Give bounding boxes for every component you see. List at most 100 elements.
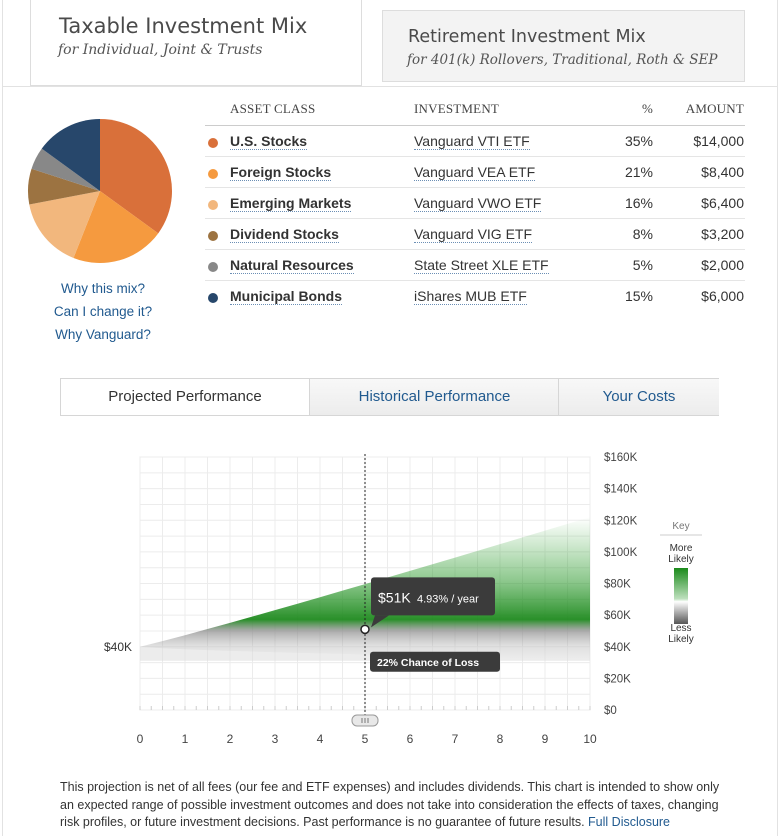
color-dot-natural-resources: [208, 262, 218, 272]
selected-point[interactable]: [360, 624, 370, 635]
tooltip-rate: 4.93% / year: [417, 593, 479, 605]
y-tick-label: $20K: [604, 673, 631, 685]
likelihood-key: Key More Likely Less Likely: [660, 521, 702, 645]
year-slider-handle[interactable]: [351, 714, 379, 727]
asset-class-us-stocks[interactable]: U.S. Stocks: [230, 133, 308, 150]
table-row: Municipal Bonds iShares MUB ETF 15% $6,0…: [205, 281, 745, 312]
percent-natural-resources: 5%: [632, 257, 653, 273]
pie-slice-us-stocks: [100, 119, 172, 234]
percent-municipal-bonds: 15%: [624, 288, 653, 304]
key-less-likely: Less: [670, 623, 691, 634]
asset-class-natural-resources[interactable]: Natural Resources: [230, 257, 354, 274]
tab-historical-performance[interactable]: Historical Performance: [309, 379, 559, 415]
pie-slice-emerging-markets: [29, 191, 101, 258]
color-dot-emerging-markets: [208, 200, 218, 210]
investment-xle[interactable]: State Street XLE ETF: [414, 257, 549, 274]
key-gradient-bar: [674, 568, 688, 624]
taxable-title: Taxable Investment Mix: [59, 14, 308, 38]
color-dot-foreign-stocks: [208, 169, 218, 179]
pie-slice-natural-resources: [31, 148, 101, 191]
tab-projected-performance[interactable]: Projected Performance: [61, 379, 309, 415]
x-tick-label: 3: [272, 732, 279, 746]
start-value-label: $40K: [104, 640, 132, 654]
header-percent: %: [641, 101, 653, 116]
key-more-likely-2: Likely: [668, 554, 694, 565]
amount-natural-resources: $2,000: [701, 257, 744, 273]
key-more-likely: More: [670, 543, 693, 554]
color-dot-us-stocks: [208, 138, 218, 148]
x-axis-ticks: 0 1 2 3 4 5 6 7 8 9 10: [137, 706, 597, 746]
pie-slice-foreign-stocks: [73, 191, 159, 263]
why-this-mix-link[interactable]: Why this mix?: [60, 281, 145, 296]
tooltip-value: $51K: [378, 589, 411, 605]
y-tick-label: $100K: [604, 547, 638, 559]
amount-foreign-stocks: $8,400: [701, 164, 744, 180]
y-tick-label: $60K: [604, 610, 631, 622]
pie-slice-municipal-bonds: [41, 119, 100, 191]
retirement-title: Retirement Investment Mix: [408, 27, 646, 47]
why-vanguard-link[interactable]: Why Vanguard?: [55, 327, 151, 342]
chance-of-loss-text: 22% Chance of Loss: [377, 657, 479, 669]
full-disclosure-link[interactable]: Full Disclosure: [588, 815, 671, 829]
asset-class-municipal-bonds[interactable]: Municipal Bonds: [230, 288, 342, 305]
amount-us-stocks: $14,000: [693, 133, 744, 149]
value-tooltip: $51K 4.93% / year: [371, 577, 495, 628]
investment-mub[interactable]: iShares MUB ETF: [414, 288, 527, 305]
retirement-subtitle: for 401(k) Rollovers, Traditional, Roth …: [407, 52, 718, 68]
table-row: Natural Resources State Street XLE ETF 5…: [205, 250, 745, 281]
y-tick-label: $120K: [604, 515, 638, 527]
x-tick-label: 5: [362, 732, 369, 746]
table-row: Emerging Markets Vanguard VWO ETF 16% $6…: [205, 188, 745, 219]
header-asset-class: ASSET CLASS: [230, 101, 316, 116]
asset-class-emerging-markets[interactable]: Emerging Markets: [230, 195, 352, 212]
y-tick-label: $80K: [604, 579, 631, 591]
x-tick-label: 8: [497, 732, 504, 746]
investment-vwo[interactable]: Vanguard VWO ETF: [414, 195, 542, 212]
header-divider-left: [2, 86, 364, 87]
performance-tabs: Projected Performance Historical Perform…: [60, 378, 719, 416]
header-amount: AMOUNT: [685, 101, 744, 116]
table-row: Foreign Stocks Vanguard VEA ETF 21% $8,4…: [205, 157, 745, 188]
projection-band: [140, 517, 590, 660]
percent-dividend-stocks: 8%: [632, 226, 653, 242]
tab-retirement-investment-mix[interactable]: Retirement Investment Mix for 401(k) Rol…: [382, 10, 745, 82]
chance-of-loss-badge: 22% Chance of Loss: [370, 651, 500, 672]
disclaimer: This projection is net of all fees (our …: [60, 779, 730, 832]
asset-class-foreign-stocks[interactable]: Foreign Stocks: [230, 164, 332, 181]
table-header-line: [205, 125, 745, 126]
x-tick-label: 6: [407, 732, 414, 746]
y-tick-label: $40K: [604, 642, 631, 654]
header-investment: INVESTMENT: [414, 101, 500, 116]
can-i-change-it-link[interactable]: Can I change it?: [53, 304, 153, 319]
taxable-subtitle: for Individual, Joint & Trusts: [58, 42, 263, 58]
y-tick-label: $140K: [604, 484, 638, 496]
percent-us-stocks: 35%: [624, 133, 653, 149]
color-dot-dividend-stocks: [208, 231, 218, 241]
y-axis-ticks: $0 $20K $40K $60K $80K $100K $120K $140K $160K: [604, 452, 638, 717]
amount-emerging-markets: $6,400: [701, 195, 744, 211]
investment-vea[interactable]: Vanguard VEA ETF: [414, 164, 536, 181]
x-tick-label: 4: [317, 732, 324, 746]
allocation-pie-chart: [27, 119, 172, 263]
y-tick-label: $0: [604, 705, 617, 717]
key-less-likely-2: Likely: [668, 634, 694, 645]
header-divider-right: [362, 86, 778, 87]
key-title: Key: [672, 521, 689, 532]
amount-dividend-stocks: $3,200: [701, 226, 744, 242]
investment-vti[interactable]: Vanguard VTI ETF: [414, 133, 530, 150]
amount-municipal-bonds: $6,000: [701, 288, 744, 304]
pie-slice-dividend-stocks: [27, 168, 100, 205]
percent-emerging-markets: 16%: [624, 195, 653, 211]
x-tick-label: 0: [137, 732, 144, 746]
tab-taxable-investment-mix[interactable]: Taxable Investment Mix for Individual, J…: [30, 0, 362, 86]
x-tick-label: 10: [583, 732, 597, 746]
x-tick-label: 2: [227, 732, 234, 746]
percent-foreign-stocks: 21%: [624, 164, 653, 180]
y-tick-label: $160K: [604, 452, 638, 464]
investment-vig[interactable]: Vanguard VIG ETF: [414, 226, 533, 243]
asset-class-dividend-stocks[interactable]: Dividend Stocks: [230, 226, 339, 243]
color-dot-municipal-bonds: [208, 293, 218, 303]
tab-your-costs[interactable]: Your Costs: [558, 379, 719, 415]
x-tick-label: 7: [452, 732, 459, 746]
